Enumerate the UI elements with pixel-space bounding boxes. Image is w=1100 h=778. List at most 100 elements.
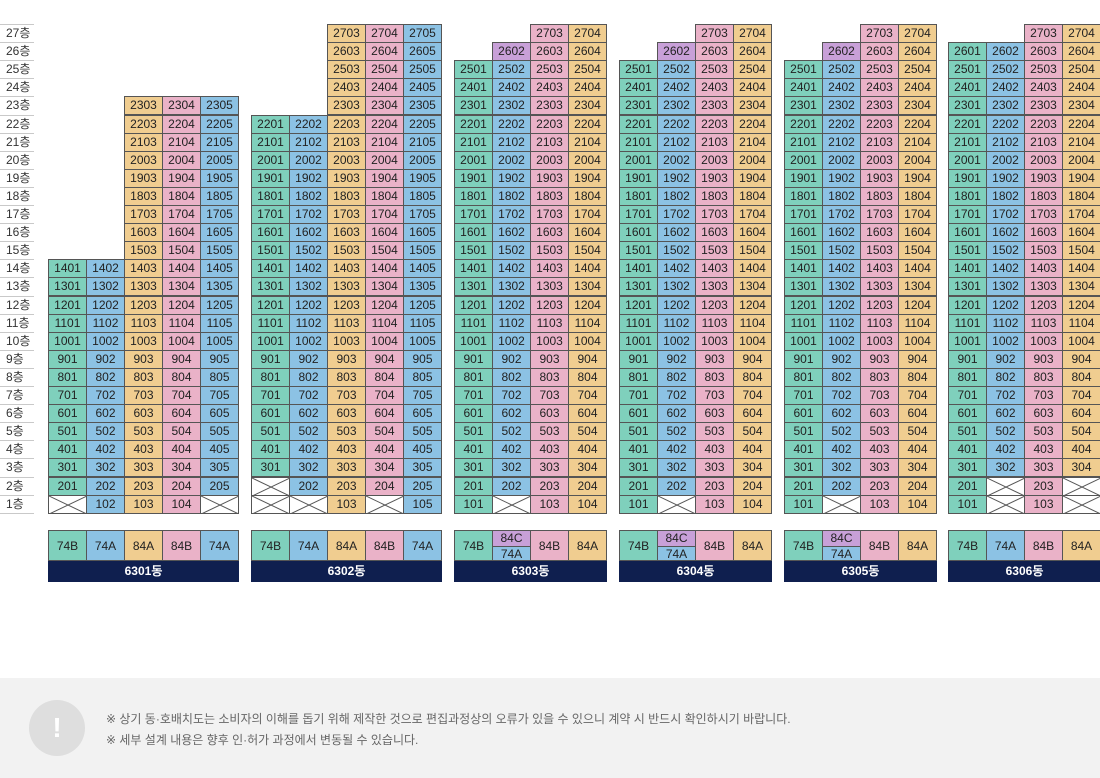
unit-cell[interactable]: 2501 — [784, 60, 823, 80]
unit-cell[interactable]: 1003 — [695, 331, 734, 351]
unit-cell[interactable]: 504 — [733, 422, 772, 442]
unit-cell[interactable]: 2502 — [492, 60, 531, 80]
unit-cell[interactable]: 303 — [860, 458, 899, 478]
unit-cell[interactable]: 2203 — [695, 114, 734, 134]
unit-cell[interactable]: 501 — [251, 422, 290, 442]
unit-cell[interactable]: 1403 — [695, 259, 734, 279]
unit-cell[interactable]: 1101 — [948, 313, 987, 333]
unit-cell[interactable]: 1703 — [124, 205, 163, 225]
unit-cell[interactable]: 1702 — [492, 205, 531, 225]
unit-cell[interactable]: 2104 — [162, 132, 201, 152]
unit-cell[interactable]: 1702 — [822, 205, 861, 225]
unit-cell[interactable]: 505 — [200, 422, 239, 442]
unit-cell[interactable]: 2403 — [1024, 78, 1063, 98]
unit-cell[interactable]: 1805 — [403, 186, 442, 206]
unit-cell[interactable]: 602 — [657, 404, 696, 424]
unit-cell[interactable]: 705 — [403, 386, 442, 406]
unit-cell[interactable]: 703 — [124, 386, 163, 406]
unit-cell[interactable]: 1502 — [492, 241, 531, 261]
unit-cell[interactable]: 401 — [251, 440, 290, 460]
unit-cell[interactable]: 1002 — [289, 331, 328, 351]
unit-cell[interactable]: 501 — [619, 422, 658, 442]
unit-cell[interactable]: 401 — [619, 440, 658, 460]
unit-cell[interactable]: 301 — [784, 458, 823, 478]
unit-cell[interactable]: 2201 — [948, 114, 987, 134]
unit-cell[interactable]: 1205 — [403, 295, 442, 315]
unit-cell[interactable]: 405 — [403, 440, 442, 460]
unit-cell[interactable]: 502 — [822, 422, 861, 442]
unit-cell[interactable]: 203 — [1024, 476, 1063, 496]
unit-cell[interactable]: 101 — [454, 494, 493, 514]
unit-cell[interactable]: 2204 — [162, 114, 201, 134]
unit-cell[interactable]: 403 — [530, 440, 569, 460]
unit-cell[interactable]: 1405 — [403, 259, 442, 279]
unit-cell[interactable]: 2103 — [530, 132, 569, 152]
unit-cell[interactable]: 1705 — [200, 205, 239, 225]
unit-cell[interactable]: 1705 — [403, 205, 442, 225]
unit-cell[interactable]: 203 — [530, 476, 569, 496]
unit-cell[interactable]: 501 — [454, 422, 493, 442]
unit-cell[interactable]: 604 — [898, 404, 937, 424]
unit-cell[interactable]: 704 — [898, 386, 937, 406]
unit-cell[interactable]: 1202 — [86, 295, 125, 315]
unit-cell[interactable]: 703 — [695, 386, 734, 406]
unit-cell[interactable]: 1102 — [822, 313, 861, 333]
unit-cell[interactable]: 1803 — [124, 186, 163, 206]
unit-cell[interactable]: 1603 — [124, 223, 163, 243]
unit-cell[interactable]: 2304 — [568, 96, 607, 116]
unit-cell[interactable]: 1101 — [251, 313, 290, 333]
unit-cell[interactable]: 1302 — [492, 277, 531, 297]
unit-cell[interactable]: 1504 — [898, 241, 937, 261]
unit-cell[interactable]: 2101 — [948, 132, 987, 152]
unit-cell[interactable]: 1002 — [86, 331, 125, 351]
unit-cell[interactable]: 2404 — [365, 78, 404, 98]
unit-cell[interactable]: 301 — [48, 458, 87, 478]
unit-cell[interactable]: 1203 — [1024, 295, 1063, 315]
unit-cell[interactable]: 402 — [986, 440, 1025, 460]
unit-cell[interactable]: 1804 — [365, 186, 404, 206]
unit-cell[interactable]: 103 — [1024, 494, 1063, 514]
unit-cell[interactable]: 2004 — [898, 150, 937, 170]
unit-cell[interactable]: 2503 — [860, 60, 899, 80]
unit-cell[interactable]: 1004 — [568, 331, 607, 351]
unit-cell[interactable]: 2604 — [365, 42, 404, 62]
unit-cell[interactable]: 603 — [860, 404, 899, 424]
unit-cell[interactable]: 1404 — [365, 259, 404, 279]
unit-cell[interactable]: 403 — [860, 440, 899, 460]
unit-cell[interactable]: 403 — [1024, 440, 1063, 460]
unit-cell[interactable]: 2502 — [822, 60, 861, 80]
unit-cell[interactable]: 203 — [695, 476, 734, 496]
unit-cell[interactable]: 1303 — [124, 277, 163, 297]
unit-cell[interactable]: 1604 — [898, 223, 937, 243]
unit-cell[interactable]: 2102 — [657, 132, 696, 152]
unit-cell[interactable]: 1003 — [860, 331, 899, 351]
unit-cell[interactable]: 2602 — [822, 42, 861, 62]
unit-cell[interactable]: 2603 — [327, 42, 366, 62]
unit-cell[interactable]: 1304 — [898, 277, 937, 297]
unit-cell[interactable]: 1401 — [251, 259, 290, 279]
unit-cell[interactable]: 705 — [200, 386, 239, 406]
unit-cell[interactable]: 1404 — [162, 259, 201, 279]
unit-cell[interactable]: 803 — [1024, 367, 1063, 387]
unit-cell[interactable]: 1901 — [251, 168, 290, 188]
unit-cell[interactable]: 2303 — [530, 96, 569, 116]
unit-cell[interactable]: 1701 — [784, 205, 823, 225]
unit-cell[interactable]: 1202 — [492, 295, 531, 315]
unit-cell[interactable]: 1302 — [86, 277, 125, 297]
unit-cell[interactable]: 801 — [251, 367, 290, 387]
unit-cell[interactable]: 402 — [289, 440, 328, 460]
unit-cell[interactable]: 401 — [784, 440, 823, 460]
unit-cell[interactable]: 1305 — [200, 277, 239, 297]
unit-cell[interactable]: 2203 — [860, 114, 899, 134]
unit-cell[interactable]: 2103 — [695, 132, 734, 152]
unit-cell[interactable]: 1804 — [733, 186, 772, 206]
unit-cell[interactable]: 2504 — [733, 60, 772, 80]
unit-cell[interactable]: 804 — [162, 367, 201, 387]
unit-cell[interactable]: 2604 — [898, 42, 937, 62]
unit-cell[interactable]: 1602 — [289, 223, 328, 243]
unit-cell[interactable]: 2205 — [200, 114, 239, 134]
unit-cell[interactable]: 601 — [948, 404, 987, 424]
unit-cell[interactable]: 704 — [162, 386, 201, 406]
unit-cell[interactable]: 1005 — [200, 331, 239, 351]
unit-cell[interactable]: 2504 — [898, 60, 937, 80]
